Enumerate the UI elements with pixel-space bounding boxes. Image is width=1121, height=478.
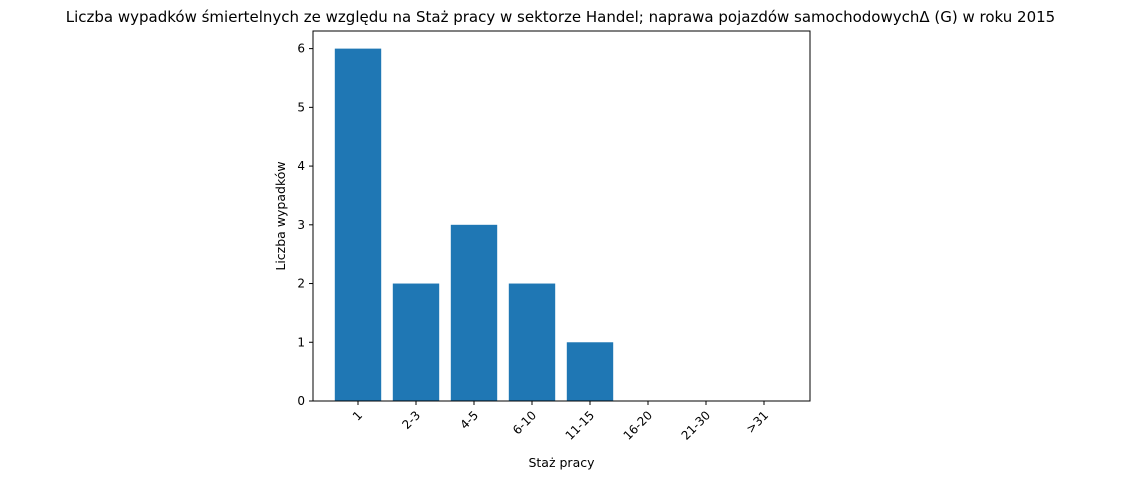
x-tick-label: >31: [743, 408, 771, 436]
x-tick-label: 4-5: [457, 408, 481, 432]
x-tick-label: 21-30: [679, 408, 714, 443]
y-tick-label: 5: [297, 100, 305, 114]
y-tick-label: 4: [297, 159, 305, 173]
x-tick-label: 6-10: [510, 408, 539, 437]
x-axis-ticks: 1 2-3 4-5 6-10 11-15 16-20 21-30 >31: [350, 401, 771, 443]
x-tick-label: 11-15: [563, 408, 598, 443]
y-axis-ticks: 0 1 2 3 4 5 6: [297, 42, 313, 408]
y-tick-label: 6: [297, 42, 305, 56]
bar-6-10: [508, 283, 556, 401]
x-tick-label: 2-3: [399, 408, 423, 432]
y-axis-label: Liczba wypadków: [273, 161, 288, 270]
chart-title: Liczba wypadków śmiertelnych ze względu …: [65, 8, 1056, 26]
y-tick-label: 3: [297, 218, 305, 232]
bar-4-5: [450, 224, 498, 401]
bar-2-3: [392, 283, 440, 401]
y-tick-label: 2: [297, 277, 305, 291]
x-tick-label: 16-20: [621, 408, 656, 443]
bar-11-15: [566, 342, 614, 401]
y-tick-label: 1: [297, 335, 305, 349]
y-tick-label: 0: [297, 394, 305, 408]
x-axis-label: Staż pracy: [528, 455, 595, 470]
x-tick-label: 1: [350, 408, 365, 423]
bar-1: [334, 48, 382, 401]
plot-frame: [312, 30, 811, 402]
bars-group: [334, 48, 614, 401]
